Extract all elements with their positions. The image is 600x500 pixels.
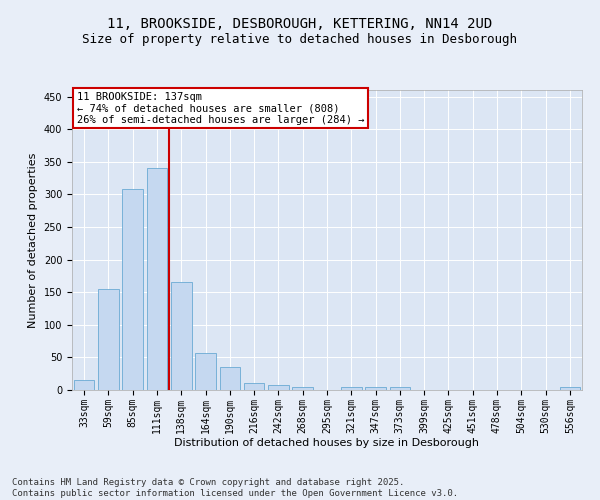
Bar: [244, 384, 265, 390]
Text: 11, BROOKSIDE, DESBOROUGH, KETTERING, NN14 2UD: 11, BROOKSIDE, DESBOROUGH, KETTERING, NN…: [107, 18, 493, 32]
Text: Size of property relative to detached houses in Desborough: Size of property relative to detached ho…: [83, 32, 517, 46]
Bar: [365, 386, 386, 390]
Bar: [389, 388, 410, 390]
Bar: [560, 388, 580, 390]
Bar: [268, 385, 289, 390]
Bar: [341, 386, 362, 390]
Bar: [220, 367, 240, 390]
Bar: [292, 386, 313, 390]
Bar: [195, 353, 216, 390]
Text: 11 BROOKSIDE: 137sqm
← 74% of detached houses are smaller (808)
26% of semi-deta: 11 BROOKSIDE: 137sqm ← 74% of detached h…: [77, 92, 365, 124]
Bar: [146, 168, 167, 390]
Text: Contains HM Land Registry data © Crown copyright and database right 2025.
Contai: Contains HM Land Registry data © Crown c…: [12, 478, 458, 498]
Bar: [98, 289, 119, 390]
Bar: [171, 282, 191, 390]
Bar: [74, 380, 94, 390]
X-axis label: Distribution of detached houses by size in Desborough: Distribution of detached houses by size …: [175, 438, 479, 448]
Y-axis label: Number of detached properties: Number of detached properties: [28, 152, 38, 328]
Bar: [122, 189, 143, 390]
